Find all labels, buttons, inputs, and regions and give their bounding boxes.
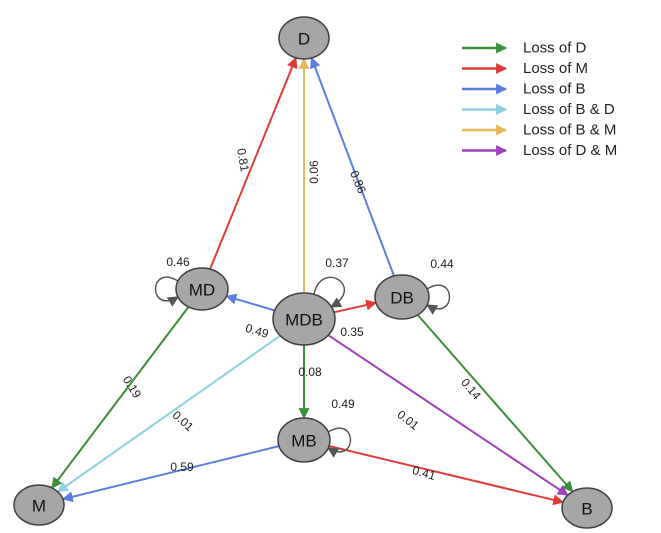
state-node-md-label: MD (189, 281, 215, 300)
edge-mdb-md-probability: 0.49 (244, 321, 271, 341)
legend-label: Loss of M (523, 60, 588, 77)
edge-mb-m-arrow (61, 445, 280, 503)
state-node-mdb-label: MDB (285, 311, 323, 330)
edge-mdb-db-probability: 0.35 (340, 325, 364, 339)
edge-mb-b-arrow (328, 445, 565, 506)
state-node-b-label: B (581, 500, 592, 519)
state-node-d-label: D (298, 30, 310, 49)
state-node-db-shape (374, 274, 430, 320)
state-node-mdb-shape (272, 292, 336, 346)
self-loop-db-arrow (426, 284, 451, 315)
legend-label: Loss of D & M (523, 142, 617, 159)
legend-item: Loss of B & M (462, 122, 616, 139)
self-loop-md-arrow (154, 276, 179, 307)
legend-item: Loss of D (462, 40, 587, 57)
state-node-mdb: MDB (272, 292, 336, 346)
edges-layer: 0.81 0.06 0.86 0.49 0.35 0.08 0.19 0.01 0.59 0.41… (51, 56, 574, 506)
edge-md-d-arrow (209, 56, 298, 270)
edge-mdb-db-arrow (333, 299, 378, 314)
edge-mdb-m-arrow (56, 334, 281, 493)
edge-mb-m-probability: 0.59 (170, 460, 194, 474)
edge-db-d-arrow (309, 56, 395, 277)
legend-item: Loss of B & D (462, 101, 615, 118)
edge-db-b-probability: 0.14 (458, 376, 484, 403)
edge-db-b-arrow (416, 314, 574, 493)
edge-db-d-probability: 0.86 (347, 169, 369, 196)
edge-mdb-d-probability: 0.06 (307, 160, 321, 184)
legend-label: Loss of B (523, 81, 586, 98)
state-node-md: MD (175, 267, 229, 311)
state-node-mb: MB (277, 417, 331, 463)
state-node-md-shape (175, 267, 229, 311)
self-loop-mdb-probability: 0.37 (325, 256, 349, 270)
edge-md-d-probability: 0.81 (234, 147, 252, 173)
state-node-m: M (13, 484, 65, 526)
edge-mb-b-probability: 0.41 (411, 463, 438, 483)
state-node-m-label: M (32, 497, 46, 516)
edge-mdb-m-probability: 0.01 (170, 408, 197, 434)
edge-mdb-b-arrow (327, 334, 569, 497)
state-node-m-shape (13, 484, 65, 526)
self-loop-mb-probability: 0.49 (331, 397, 355, 411)
edge-mdb-mb-probability: 0.08 (298, 365, 322, 379)
legend-item: Loss of M (462, 60, 588, 77)
state-node-d: D (278, 16, 330, 60)
edge-md-m-arrow (51, 306, 190, 489)
legend-item: Loss of B (462, 81, 586, 98)
self-loop-db-probability: 0.44 (430, 257, 454, 271)
edge-mdb-md-arrow (225, 293, 275, 312)
self-loop-md-probability: 0.46 (166, 255, 190, 269)
state-node-d-shape (278, 16, 330, 60)
state-node-db-label: DB (390, 289, 414, 308)
legend-label: Loss of B & M (523, 122, 616, 139)
legend-label: Loss of B & D (523, 101, 615, 118)
state-node-mb-shape (277, 417, 331, 463)
self-loops-layer: 0.46 0.37 0.44 0.49 (154, 255, 454, 458)
state-node-db: DB (374, 274, 430, 320)
state-node-mb-label: MB (291, 432, 317, 451)
self-loop-mdb-arrow (313, 276, 345, 308)
edge-mdb-b-probability: 0.01 (394, 407, 421, 433)
state-node-b: B (561, 487, 613, 529)
legend-label: Loss of D (523, 40, 587, 57)
self-loop-mb-arrow (327, 427, 352, 458)
state-node-b-shape (561, 487, 613, 529)
legend-item: Loss of D & M (462, 142, 617, 159)
legend: Loss of D Loss of M Loss of B Loss of B & D… (462, 40, 617, 159)
edge-md-m-probability: 0.19 (120, 373, 144, 401)
